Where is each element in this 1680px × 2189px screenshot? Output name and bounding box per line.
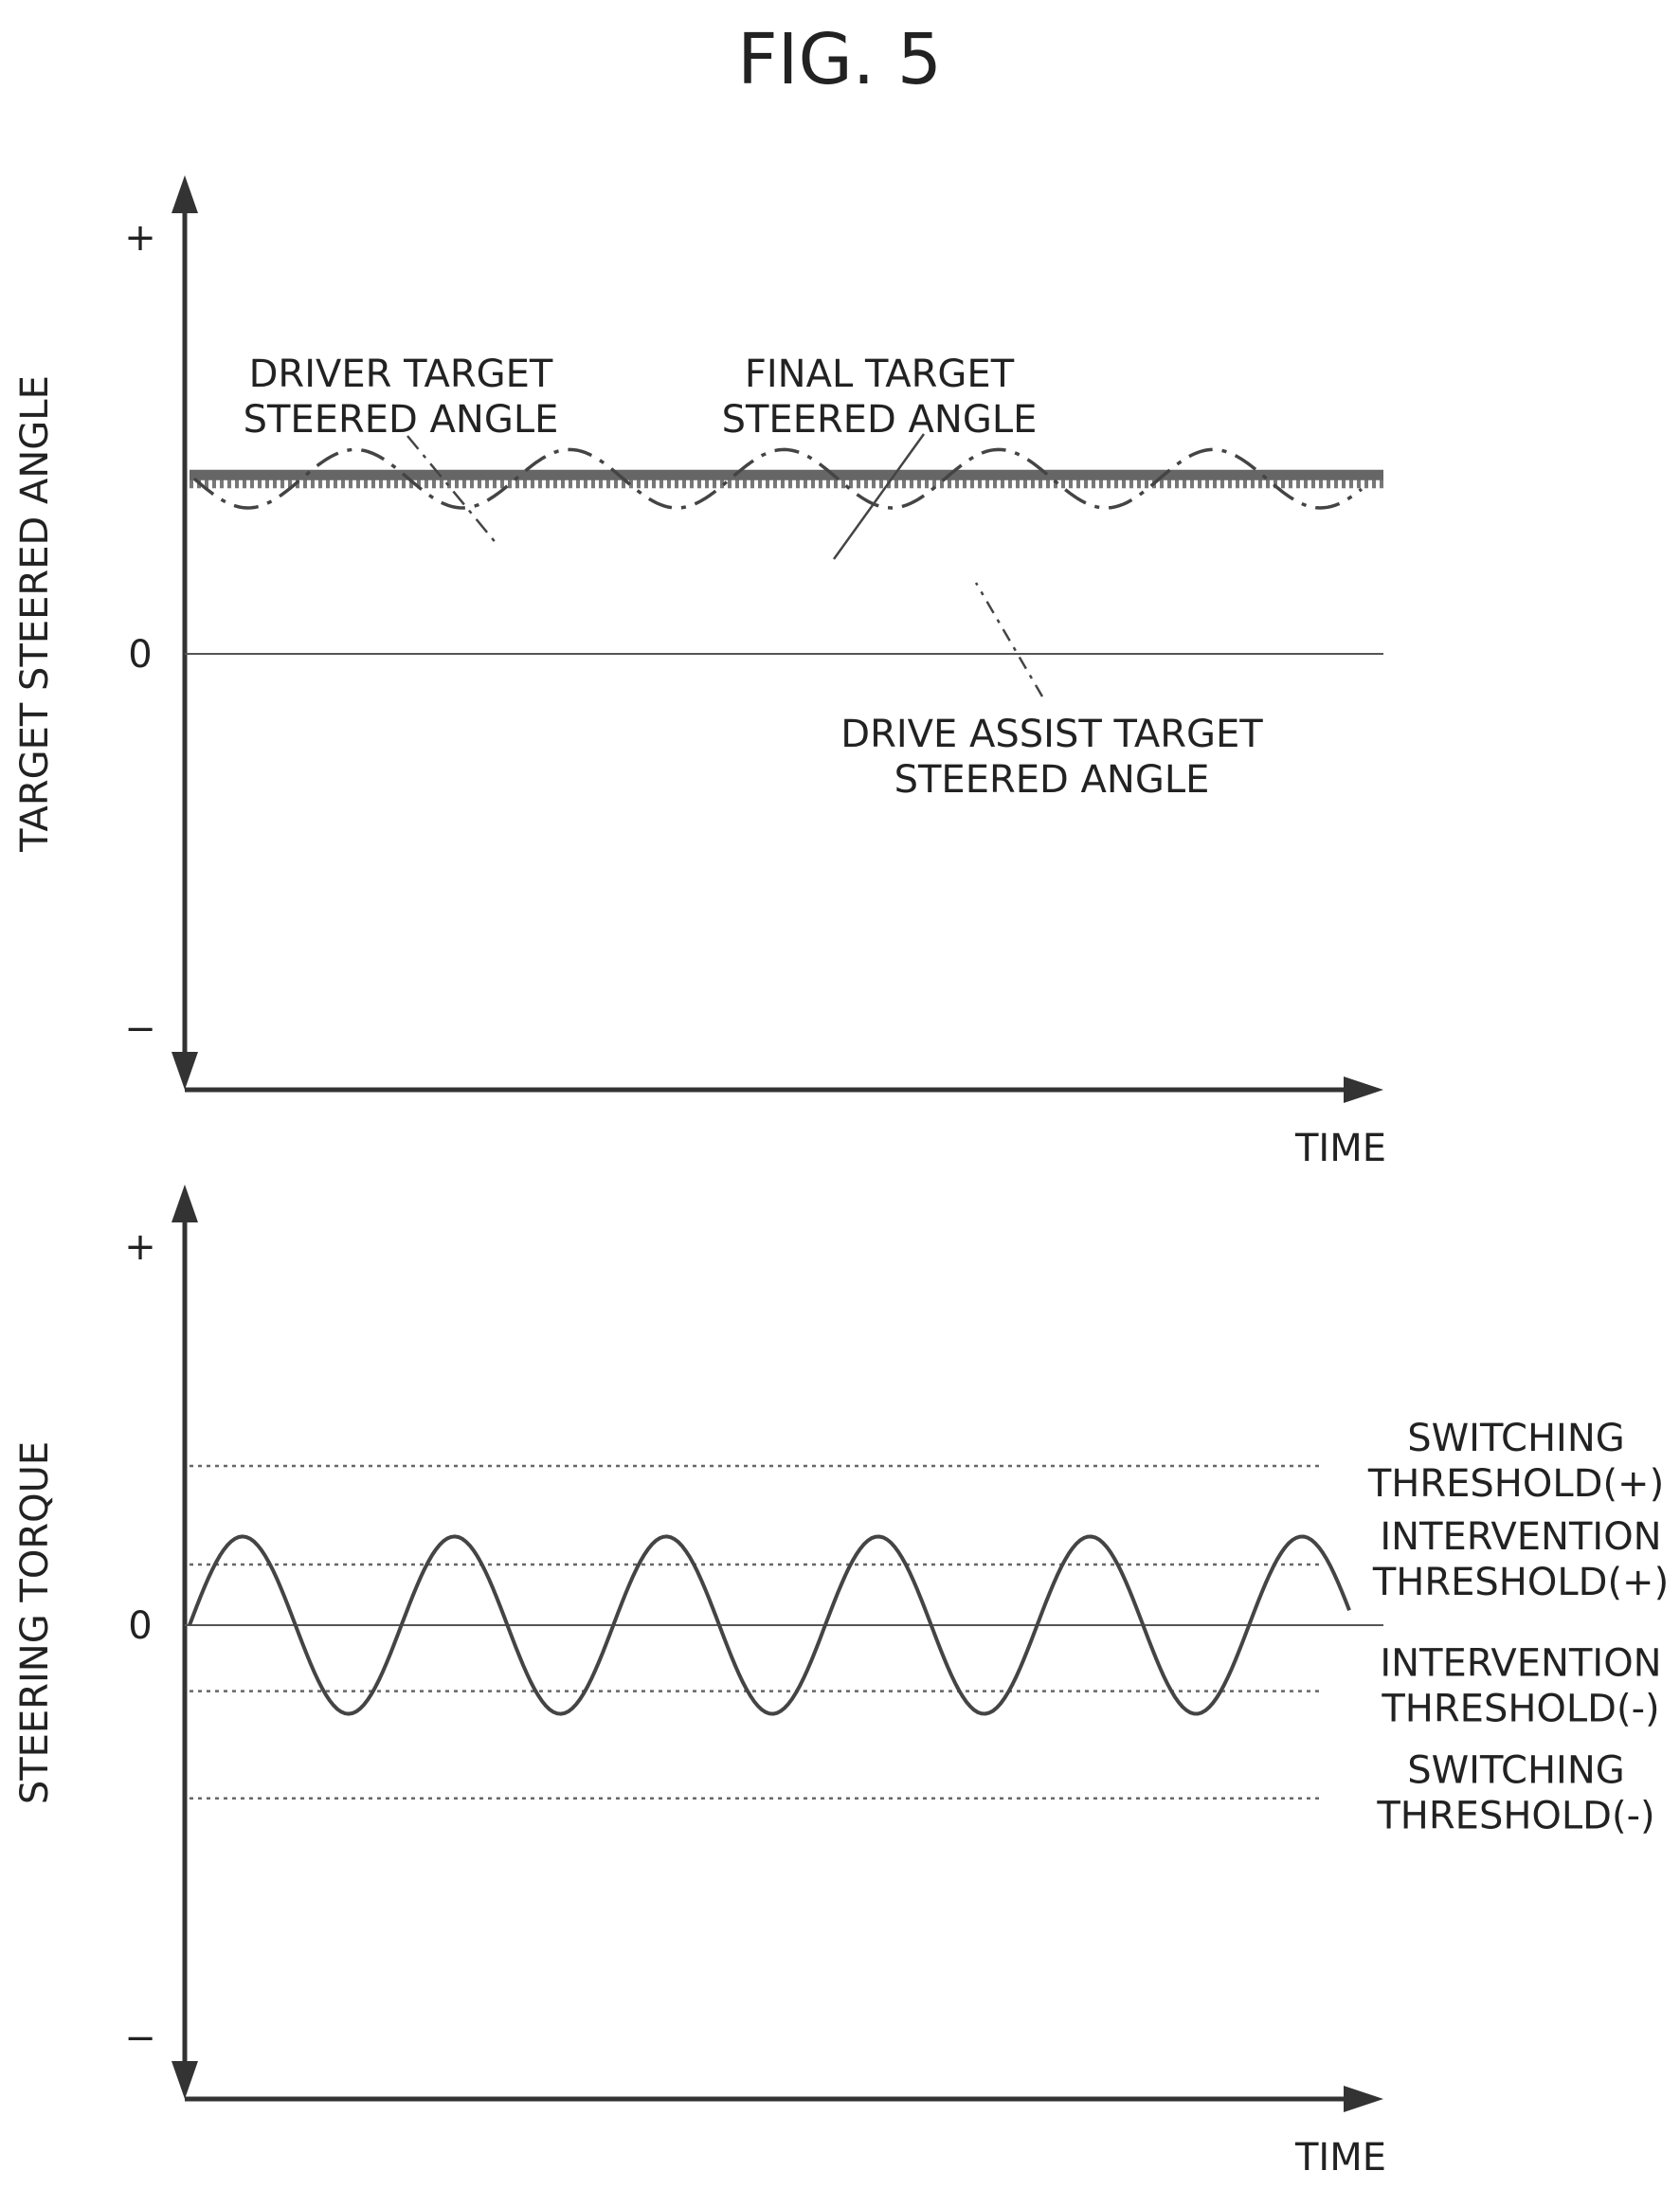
y-axis-label: TARGET STEERED ANGLE xyxy=(13,375,57,853)
y-tick-minus: − xyxy=(124,2017,156,2060)
y-axis-arrow-down xyxy=(172,1052,198,1090)
chart-panel-1: +0 − TARGET STEERED ANGLE TIME DRIVER TARGET… xyxy=(13,175,1386,1170)
annotation-final-line-2: STEERED ANGLE xyxy=(722,398,1038,442)
y-tick-minus: − xyxy=(124,1007,156,1051)
figure-title: FIG. 5 xyxy=(737,19,942,100)
x-axis-label: TIME xyxy=(1294,2136,1386,2180)
y-tick-plus: + xyxy=(124,216,156,260)
y-tick-zero: 0 xyxy=(128,1604,152,1648)
threshold-label-1-line-2: THRESHOLD(+) xyxy=(1367,1462,1664,1506)
annotation-leader-final xyxy=(832,433,926,560)
x-axis-arrow xyxy=(1344,2086,1383,2112)
chart-panel-2: +0−STEERING TORQUETIMESWITCHINGTHRESHOLD… xyxy=(13,1185,1669,2180)
driver-target-curve xyxy=(192,447,1364,510)
x-axis-label: TIME xyxy=(1294,1127,1386,1170)
y-axis-arrow-down xyxy=(172,2061,198,2099)
y-tick-zero: 0 xyxy=(128,633,152,677)
x-axis-arrow xyxy=(1344,1076,1383,1103)
threshold-label-2-line-1: INTERVENTION xyxy=(1380,1515,1661,1559)
y-axis-arrow-up xyxy=(172,1185,198,1222)
annotation-driver-line-2: STEERED ANGLE xyxy=(244,398,559,442)
threshold-label-4-line-2: THRESHOLD(-) xyxy=(1376,1795,1654,1838)
annotation-leader-assist xyxy=(974,582,1044,697)
threshold-label-2-line-2: THRESHOLD(+) xyxy=(1372,1561,1669,1604)
charts: +0 − TARGET STEERED ANGLE TIME DRIVER TARGET… xyxy=(13,175,1669,2180)
y-axis-label: STEERING TORQUE xyxy=(13,1441,57,1804)
annotation-assist-line-2: STEERED ANGLE xyxy=(894,758,1210,802)
annotation-driver-line-1: DRIVER TARGET xyxy=(249,353,553,396)
annotation-assist-line-1: DRIVE ASSIST TARGET xyxy=(840,713,1263,756)
threshold-label-4-line-1: SWITCHING xyxy=(1407,1749,1625,1793)
threshold-label-3-line-2: THRESHOLD(-) xyxy=(1381,1688,1659,1731)
y-tick-plus: + xyxy=(124,1225,156,1269)
steering-torque-curve xyxy=(188,1534,1351,1716)
y-axis-arrow-up xyxy=(172,175,198,213)
annotation-leader-driver xyxy=(406,435,498,546)
threshold-label-1-line-1: SWITCHING xyxy=(1407,1417,1625,1460)
threshold-label-3-line-1: INTERVENTION xyxy=(1380,1642,1661,1686)
annotation-final-line-1: FINAL TARGET xyxy=(745,353,1015,396)
